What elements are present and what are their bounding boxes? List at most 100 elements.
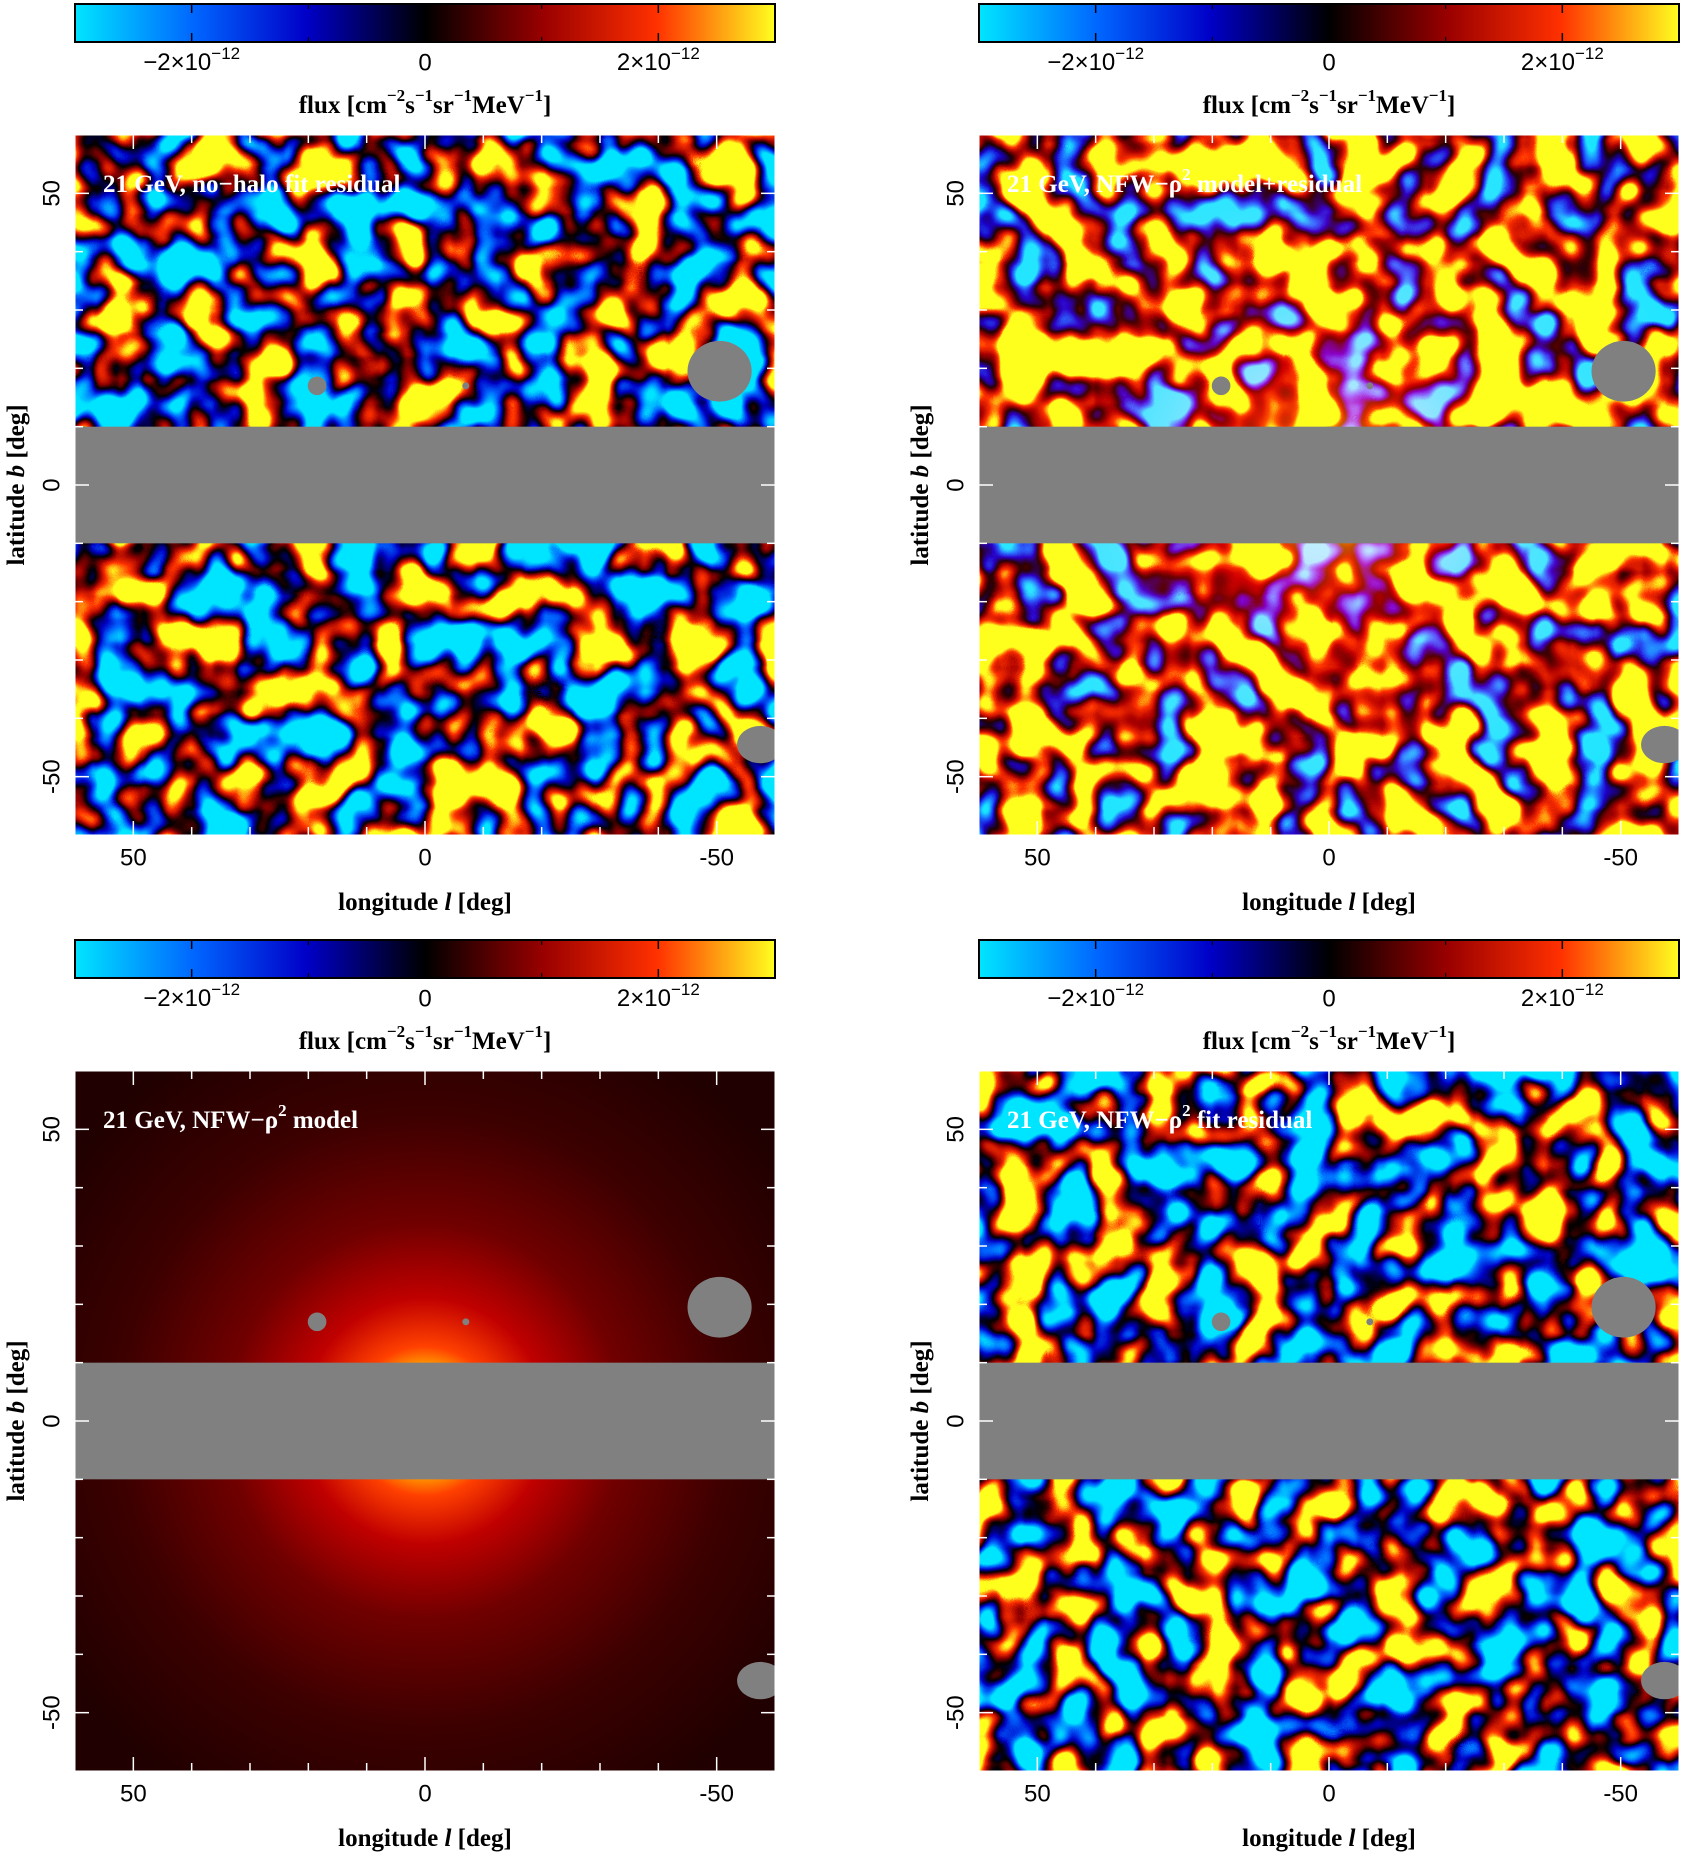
text-part: model	[287, 1107, 359, 1134]
text-part: [deg]	[1355, 1825, 1415, 1852]
y-tick-label: 50	[942, 1116, 969, 1143]
source-mask	[462, 1318, 470, 1326]
text-part: flux [cm	[299, 1028, 387, 1055]
text-part: −1	[454, 1022, 472, 1041]
x-axis-label: longitude l [deg]	[1242, 889, 1416, 916]
text-part: [deg]	[1355, 889, 1415, 916]
x-tick-label: -50	[1603, 1780, 1638, 1807]
text-part: b	[3, 1401, 30, 1414]
text-part: l	[1348, 1825, 1355, 1852]
y-tick-label: 0	[942, 478, 969, 491]
text-part: −1	[415, 1022, 433, 1041]
colorbar-label: flux [cm−2s−1sr−1MeV−1]	[1203, 86, 1456, 118]
text-part: −2	[387, 86, 405, 105]
text-part: 2×10	[1521, 49, 1575, 76]
text-part: l	[444, 889, 451, 916]
text-part: MeV	[1376, 1028, 1429, 1055]
y-tick-label: -50	[942, 1695, 969, 1730]
x-tick-label: 50	[120, 844, 147, 871]
source-mask	[307, 1312, 327, 1332]
text-part: s	[405, 1028, 415, 1055]
text-part: 2	[1182, 165, 1191, 184]
source-mask	[1641, 725, 1679, 764]
text-part: −1	[1319, 1022, 1337, 1041]
text-part: [deg]	[451, 889, 511, 916]
text-part: [deg]	[451, 1825, 511, 1852]
source-mask	[687, 340, 752, 402]
source-mask	[1591, 340, 1656, 402]
text-part: 2×10	[617, 49, 671, 76]
text-part: −2×10	[143, 985, 211, 1012]
text-part: sr	[1337, 92, 1358, 119]
colorbar-tick-label: −2×10−12	[143, 980, 240, 1012]
panel-title: 21 GeV, NFW−ρ2 model+residual	[1007, 165, 1362, 197]
y-tick-label: -50	[38, 759, 65, 794]
x-axis-label: longitude l [deg]	[338, 1825, 512, 1852]
x-tick-label: 0	[1322, 844, 1335, 871]
text-part: 21 GeV, NFW−ρ	[1007, 1107, 1182, 1134]
colorbar-label: flux [cm−2s−1sr−1MeV−1]	[299, 86, 552, 118]
colorbar-tick-label: −2×10−12	[1047, 44, 1144, 76]
text-part: latitude	[907, 477, 934, 565]
x-tick-label: 0	[418, 844, 431, 871]
sky-map: 21 GeV, NFW−ρ2 model+residual	[979, 135, 1679, 835]
text-part: 21 GeV, NFW−ρ	[103, 1107, 278, 1134]
text-part: MeV	[1376, 92, 1429, 119]
colorbar-tick-label: 2×10−12	[617, 980, 700, 1012]
text-part: flux [cm	[299, 92, 387, 119]
colorbar-tick-label: 2×10−12	[1521, 44, 1604, 76]
colorbar-tick-label: −2×10−12	[143, 44, 240, 76]
panel-title: 21 GeV, NFW−ρ2 model	[103, 1101, 358, 1133]
colorbar-tick-label: 0	[1322, 49, 1335, 76]
text-part: [deg]	[907, 1340, 934, 1400]
x-tick-label: 0	[1322, 1780, 1335, 1807]
y-tick-label: 50	[942, 180, 969, 207]
y-tick-label: 50	[38, 1116, 65, 1143]
x-tick-label: -50	[1603, 844, 1638, 871]
text-part: sr	[433, 1028, 454, 1055]
source-mask	[737, 1661, 775, 1700]
text-part: −2×10	[143, 49, 211, 76]
text-part: [deg]	[3, 404, 30, 464]
source-mask	[1366, 382, 1374, 390]
text-part: 2	[1182, 1101, 1191, 1120]
text-part: −12	[1115, 980, 1144, 999]
text-part: ]	[543, 1028, 551, 1055]
text-part: −12	[1575, 980, 1604, 999]
text-part: ]	[1447, 1028, 1455, 1055]
text-part: −1	[1429, 86, 1447, 105]
source-mask	[1211, 1312, 1231, 1332]
text-part: flux [cm	[1203, 1028, 1291, 1055]
y-tick-label: 0	[942, 1414, 969, 1427]
text-part: fit residual	[1191, 1107, 1313, 1134]
text-part: −12	[211, 44, 240, 63]
text-part: −12	[671, 980, 700, 999]
text-part: ]	[1447, 92, 1455, 119]
colorbar-tick-label: 2×10−12	[1521, 980, 1604, 1012]
text-part: −12	[1115, 44, 1144, 63]
y-tick-label: 50	[38, 180, 65, 207]
y-axis-label: latitude b [deg]	[907, 404, 934, 565]
text-part: −1	[1358, 86, 1376, 105]
colorbar-label: flux [cm−2s−1sr−1MeV−1]	[1203, 1022, 1456, 1054]
text-part: b	[907, 1401, 934, 1414]
sky-map: 21 GeV, NFW−ρ2 fit residual	[979, 1071, 1679, 1771]
colorbar-tick-label: 0	[418, 49, 431, 76]
text-part: 21 GeV, no−halo fit residual	[103, 171, 400, 198]
text-part: sr	[433, 92, 454, 119]
colorbar-label: flux [cm−2s−1sr−1MeV−1]	[299, 1022, 552, 1054]
text-part: −1	[454, 86, 472, 105]
y-tick-label: -50	[38, 1695, 65, 1730]
text-part: s	[405, 92, 415, 119]
panel-title: 21 GeV, NFW−ρ2 fit residual	[1007, 1101, 1312, 1133]
source-mask	[462, 382, 470, 390]
source-mask	[1366, 1318, 1374, 1326]
x-tick-label: -50	[699, 844, 734, 871]
text-part: [deg]	[3, 1340, 30, 1400]
text-part: latitude	[3, 477, 30, 565]
text-part: MeV	[472, 1028, 525, 1055]
